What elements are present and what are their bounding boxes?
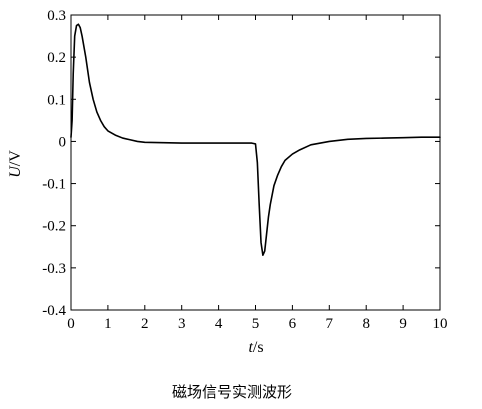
y-tick-label: -0.1: [42, 177, 66, 193]
figure-caption: 磁场信号实测波形: [172, 383, 292, 401]
y-tick-label: 0.3: [47, 8, 66, 24]
x-tick-label: 10: [433, 316, 448, 332]
x-tick-label: 8: [362, 316, 370, 332]
x-tick-label: 2: [141, 316, 149, 332]
x-axis-ticks: 0 1 2 3 4 5 6 7 8 9 10: [67, 15, 448, 332]
x-tick-label: 9: [399, 316, 407, 332]
x-tick-label: 1: [104, 316, 112, 332]
y-axis-label: U/V: [7, 150, 24, 178]
x-axis-label: t/s: [248, 339, 263, 356]
signal-line: [70, 23, 441, 257]
y-tick-label: -0.3: [42, 261, 66, 277]
plot-frame: [70, 14, 441, 311]
plot-area: [70, 14, 441, 311]
x-tick-label: 6: [289, 316, 297, 332]
y-tick-label: -0.4: [42, 303, 66, 319]
y-tick-label: 0.1: [47, 92, 66, 108]
x-tick-label: 7: [326, 316, 334, 332]
x-tick-label: 0: [67, 316, 75, 332]
y-tick-label: 0.2: [47, 50, 66, 66]
x-tick-label: 5: [252, 316, 260, 332]
x-tick-label: 3: [178, 316, 186, 332]
y-axis-ticks: -0.4 -0.3 -0.2 -0.1 0 0.1 0.2 0.3: [42, 8, 440, 319]
y-tick-label: 0: [59, 134, 67, 150]
y-tick-label: -0.2: [42, 219, 66, 235]
x-tick-label: 4: [215, 316, 223, 332]
signal-series: [70, 23, 441, 257]
